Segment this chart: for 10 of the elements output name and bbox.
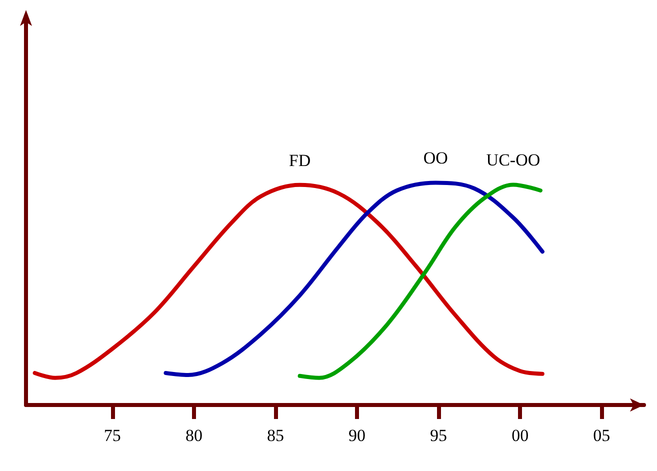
x-tick-label: 85 xyxy=(266,426,284,445)
x-tick-label: 05 xyxy=(593,426,610,445)
x-tick-label: 75 xyxy=(104,426,121,445)
x-tick-label: 00 xyxy=(512,426,529,445)
x-tick-label: 80 xyxy=(185,426,202,445)
x-tick-label: 95 xyxy=(430,426,448,445)
series-label: UC-OO xyxy=(486,150,540,170)
series-label: FD xyxy=(288,150,311,170)
x-tick-label: 90 xyxy=(348,426,366,445)
series-label: OO xyxy=(423,148,448,168)
